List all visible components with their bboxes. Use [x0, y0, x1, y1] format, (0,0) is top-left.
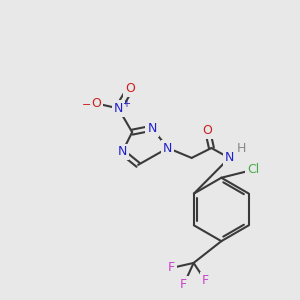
Text: Cl: Cl — [247, 163, 259, 176]
Text: O: O — [202, 124, 212, 137]
Text: F: F — [168, 261, 175, 274]
Text: N: N — [118, 146, 127, 158]
Text: N: N — [147, 122, 157, 135]
Text: O: O — [125, 82, 135, 95]
Text: N: N — [163, 142, 172, 154]
Text: −: − — [82, 100, 91, 110]
Text: F: F — [202, 274, 209, 287]
Text: O: O — [92, 97, 101, 110]
Text: F: F — [180, 278, 187, 291]
Text: +: + — [122, 99, 130, 110]
Text: N: N — [114, 102, 123, 115]
Text: N: N — [225, 152, 234, 164]
Text: H: H — [236, 142, 246, 154]
